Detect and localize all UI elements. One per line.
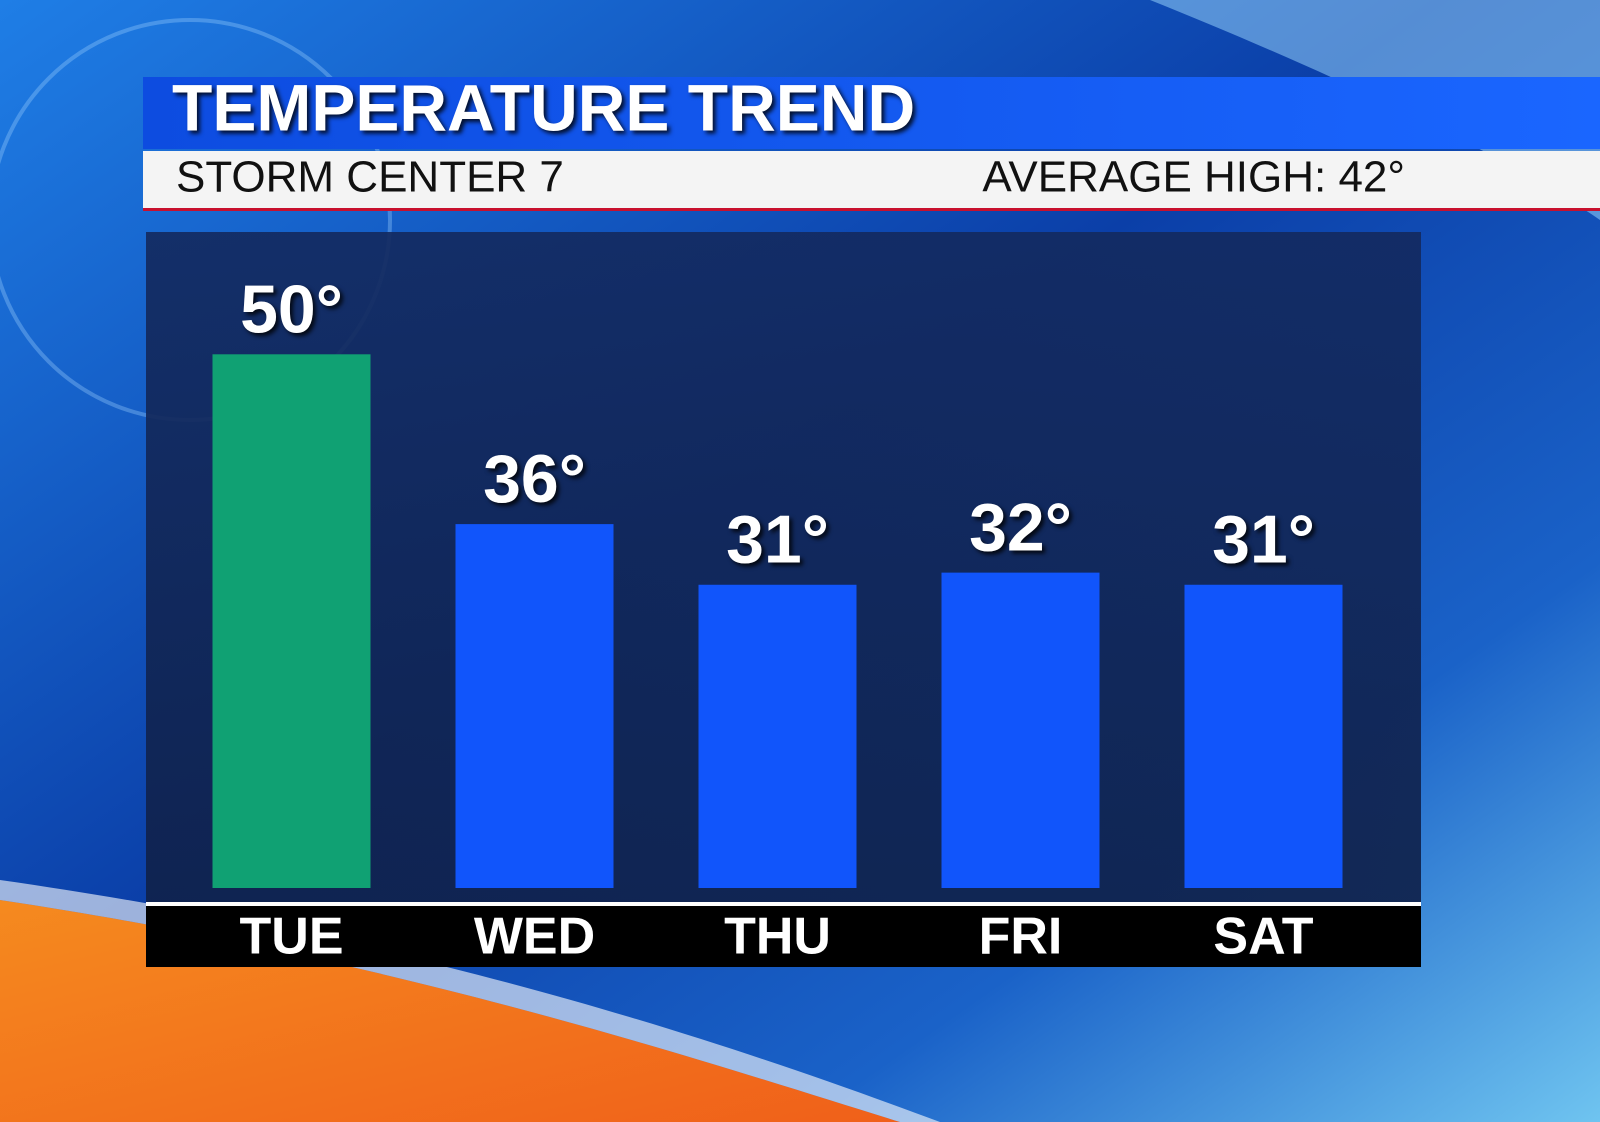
axis-line: [146, 902, 1421, 906]
value-label: 31°: [726, 502, 829, 578]
x-tick-label: FRI: [979, 908, 1063, 966]
annotation: AVERAGE HIGH: 42°: [982, 153, 1405, 202]
chart-title: TEMPERATURE TREND: [172, 70, 915, 144]
bar: [1184, 584, 1343, 888]
title-band: [143, 77, 1600, 149]
subtitle-band: [143, 151, 1600, 208]
x-tick-label: THU: [724, 908, 831, 966]
value-label: 31°: [1212, 502, 1315, 578]
subtitle: STORM CENTER 7: [176, 153, 564, 202]
decor-light: [1150, 0, 1600, 220]
bar: [212, 354, 371, 889]
value-label: 36°: [483, 441, 586, 517]
x-tick-label: WED: [474, 908, 595, 966]
x-tick-label: TUE: [240, 908, 344, 966]
value-label: 50°: [240, 271, 343, 347]
bar: [455, 524, 614, 888]
bar: [941, 572, 1100, 888]
axis-band: [146, 906, 1421, 967]
subtitle-rule: [143, 208, 1600, 211]
bar: [698, 584, 857, 888]
x-tick-label: SAT: [1213, 908, 1313, 966]
value-label: 32°: [969, 490, 1072, 566]
